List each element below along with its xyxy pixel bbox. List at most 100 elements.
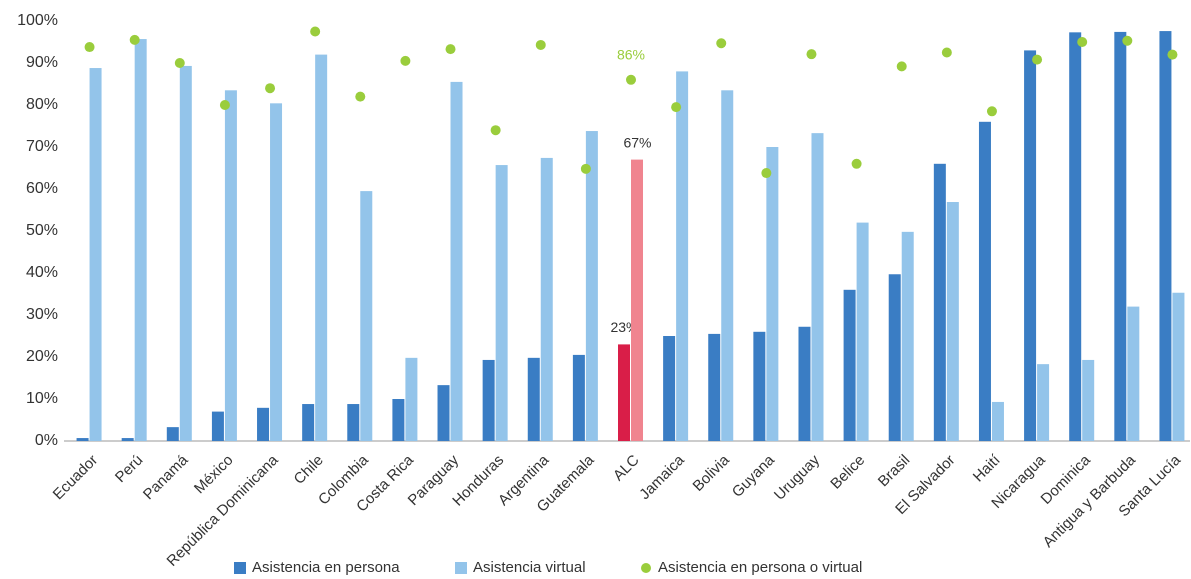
dot	[716, 38, 727, 49]
bar	[527, 357, 540, 441]
dot	[986, 106, 997, 117]
bar	[257, 407, 270, 441]
dot	[129, 34, 140, 45]
bar	[708, 333, 721, 441]
dot	[580, 163, 591, 174]
bar	[798, 326, 811, 441]
legend-swatch	[455, 562, 467, 574]
legend-label: Asistencia en persona	[252, 559, 400, 576]
bar	[1037, 364, 1050, 441]
legend-label: Asistencia virtual	[473, 559, 586, 576]
bar	[166, 427, 179, 441]
bar	[676, 71, 689, 442]
y-tick-label: 30%	[26, 306, 58, 323]
dot	[445, 44, 456, 55]
bar	[843, 289, 856, 441]
y-tick-label: 60%	[26, 180, 58, 197]
bar	[450, 81, 463, 442]
bar	[753, 331, 766, 441]
x-tick-label: Brasil	[875, 452, 914, 491]
bar	[121, 438, 134, 441]
x-tick-label: Panamá	[140, 451, 192, 503]
bar	[631, 159, 643, 441]
x-tick-label: Bolivia	[690, 451, 734, 495]
dot	[1032, 54, 1043, 65]
dot	[941, 47, 952, 58]
y-tick-label: 40%	[26, 264, 58, 281]
y-tick-label: 90%	[26, 54, 58, 71]
bar	[495, 165, 508, 441]
bar	[437, 385, 450, 441]
bar	[1024, 50, 1037, 442]
bar	[933, 163, 946, 442]
bar	[360, 191, 373, 441]
bar	[315, 54, 328, 441]
dot	[535, 39, 546, 50]
bar	[1172, 292, 1185, 441]
x-tick-label: Haití	[970, 451, 1004, 485]
dot	[1122, 35, 1133, 46]
bar	[721, 90, 734, 442]
bar	[1114, 31, 1127, 441]
bar	[270, 103, 283, 441]
dot	[671, 102, 682, 113]
bar	[811, 133, 824, 441]
bar	[1127, 306, 1140, 441]
bar	[991, 401, 1004, 441]
bar	[392, 399, 405, 441]
bar	[134, 39, 147, 442]
dot	[219, 100, 230, 110]
bar	[856, 222, 869, 441]
data-label: 67%	[623, 134, 651, 150]
bar	[211, 411, 224, 441]
bar	[224, 90, 237, 442]
y-tick-label: 10%	[26, 390, 58, 407]
bar	[1159, 31, 1172, 442]
data-label: 86%	[617, 47, 645, 63]
y-tick-label: 80%	[26, 96, 58, 113]
x-tick-label: ALC	[610, 452, 643, 485]
x-tick-label: Chile	[291, 452, 327, 488]
bar	[585, 131, 598, 442]
bar	[663, 336, 676, 441]
bar	[405, 357, 418, 441]
bar	[888, 274, 901, 441]
dot	[806, 49, 817, 60]
legend-swatch	[641, 563, 651, 573]
bar	[901, 231, 914, 441]
bar	[766, 147, 779, 441]
bar	[978, 121, 991, 442]
bar	[179, 65, 192, 441]
x-tick-label: Jamaica	[636, 451, 688, 503]
legend-swatch	[234, 562, 246, 574]
x-tick-label: Perú	[112, 452, 146, 486]
dot	[310, 26, 321, 37]
dot	[174, 58, 185, 68]
bar	[347, 404, 360, 441]
dot	[761, 168, 772, 179]
dot	[84, 42, 95, 53]
bar	[89, 68, 102, 441]
dot	[626, 74, 636, 85]
dot	[1077, 37, 1088, 47]
y-tick-label: 20%	[26, 348, 58, 365]
bar	[482, 359, 495, 441]
bar	[1082, 359, 1095, 441]
dot	[851, 158, 862, 169]
y-tick-label: 70%	[26, 138, 58, 155]
dot	[400, 55, 411, 66]
dot	[1167, 49, 1178, 60]
x-tick-label: Guyana	[729, 451, 779, 501]
bar	[618, 344, 630, 441]
bar	[302, 404, 315, 441]
legend-label: Asistencia en persona o virtual	[658, 559, 862, 576]
bar	[1069, 32, 1082, 442]
bar	[946, 202, 959, 441]
bar	[572, 354, 585, 441]
dot	[355, 91, 366, 102]
y-tick-label: 0%	[35, 432, 58, 449]
bar	[76, 438, 89, 441]
bar	[540, 157, 553, 442]
dot	[896, 61, 907, 72]
